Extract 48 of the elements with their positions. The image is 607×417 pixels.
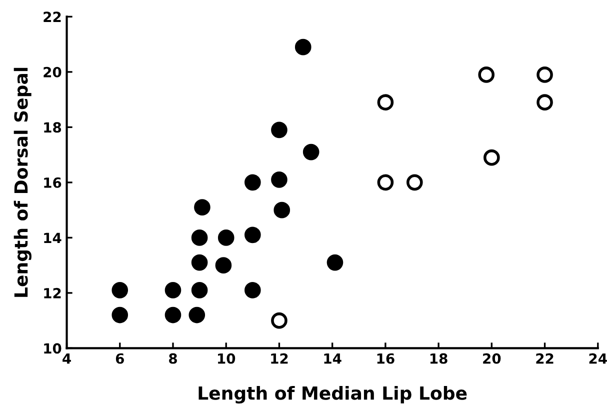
point [215, 257, 232, 274]
point [271, 172, 288, 188]
point [112, 306, 128, 324]
y-tick-label: 20 [44, 66, 62, 78]
point [218, 230, 234, 246]
y-tick-label: 18 [44, 122, 62, 133]
point [377, 94, 394, 110]
y-tick-label: 16 [44, 177, 62, 188]
x-tick-label: 22 [536, 353, 554, 364]
point [536, 66, 553, 83]
point [484, 149, 500, 166]
y-tick-label: 10 [44, 343, 62, 354]
point [377, 174, 394, 191]
point [326, 254, 344, 271]
point [271, 312, 288, 329]
point [274, 202, 290, 218]
point [244, 174, 261, 191]
x-tick-label: 16 [377, 353, 394, 364]
point [191, 230, 208, 246]
x-tick-label: 14 [324, 353, 342, 364]
x-tick-label: 10 [218, 353, 236, 364]
point [191, 254, 208, 271]
point [536, 94, 553, 110]
y-axis-title: Length of Dorsal Sepal [14, 68, 32, 297]
point [478, 66, 495, 83]
x-tick-label: 6 [116, 353, 124, 364]
point [294, 38, 312, 56]
point [271, 122, 288, 138]
point [302, 144, 320, 160]
y-tick-label: 22 [44, 12, 61, 22]
point [244, 282, 261, 298]
x-tick-label: 12 [271, 353, 288, 364]
point [194, 199, 210, 216]
x-tick-label: 20 [483, 353, 501, 364]
point [406, 174, 423, 191]
x-tick-label: 24 [589, 353, 607, 364]
x-tick-label: 8 [169, 353, 177, 364]
point [188, 306, 206, 324]
point [191, 282, 208, 298]
y-tick-label: 12 [44, 288, 61, 298]
point [244, 226, 261, 244]
point [112, 282, 128, 298]
point [164, 282, 182, 298]
x-tick-label: 18 [430, 353, 448, 364]
point [164, 306, 182, 324]
x-axis-title: Length of Median Lip Lobe [198, 386, 467, 404]
y-tick-label: 14 [44, 232, 62, 243]
x-tick-label: 4 [62, 353, 71, 364]
